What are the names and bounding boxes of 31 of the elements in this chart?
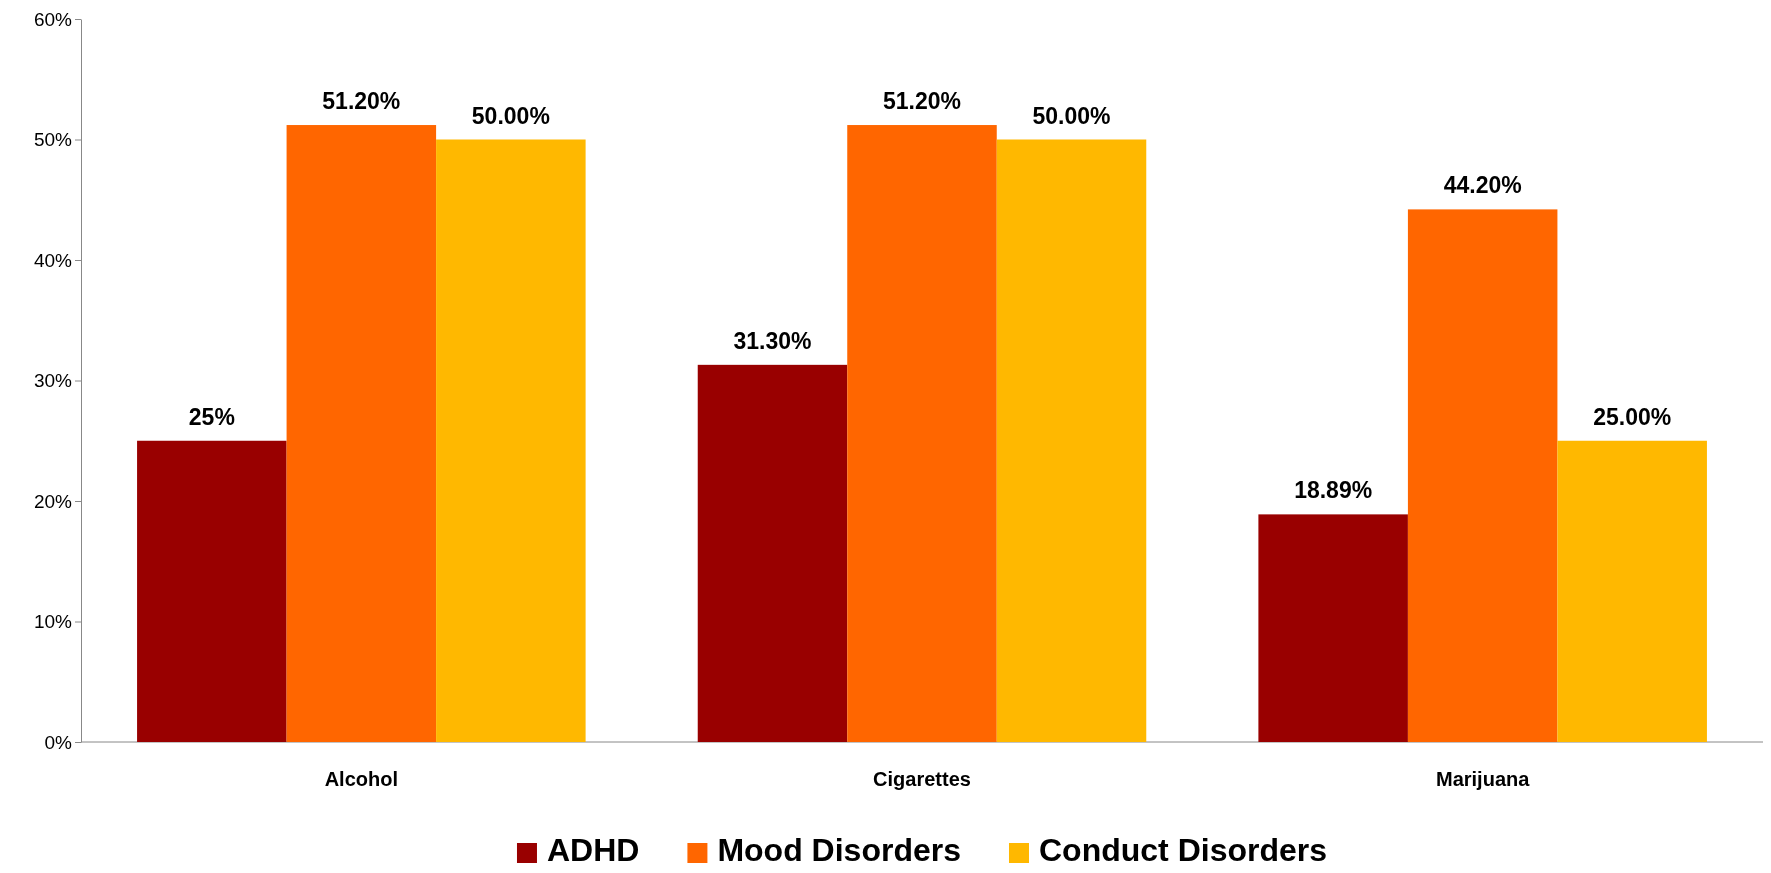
bar bbox=[697, 364, 848, 742]
x-tick-label: Cigarettes bbox=[873, 768, 971, 791]
data-label: 18.89% bbox=[1294, 477, 1373, 504]
y-tick-label: 30% bbox=[33, 370, 73, 392]
data-label: 50.00% bbox=[1032, 102, 1111, 129]
bar bbox=[847, 125, 997, 742]
y-tick-label: 10% bbox=[33, 611, 73, 633]
data-label: 44.20% bbox=[1443, 172, 1522, 199]
data-label: 50.00% bbox=[471, 102, 550, 129]
data-label: 51.20% bbox=[882, 88, 962, 115]
legend-label: ADHD bbox=[546, 832, 640, 868]
x-tick-label: Marijuana bbox=[1435, 768, 1531, 791]
bar bbox=[1258, 514, 1408, 742]
bar bbox=[137, 440, 287, 742]
y-tick-label: 60% bbox=[33, 8, 73, 30]
bar bbox=[286, 125, 437, 742]
data-label: 31.30% bbox=[733, 327, 812, 354]
bar bbox=[996, 139, 1147, 742]
data-label: 25% bbox=[188, 403, 235, 430]
bar bbox=[1407, 209, 1558, 742]
y-tick-label: 20% bbox=[33, 490, 73, 512]
y-tick-label: 50% bbox=[33, 129, 73, 151]
legend-label: Conduct Disorders bbox=[1038, 832, 1328, 868]
bar bbox=[1557, 440, 1707, 742]
x-tick-label: Alcohol bbox=[324, 768, 399, 791]
legend-label: Mood Disorders bbox=[717, 832, 961, 868]
y-tick-label: 0% bbox=[44, 731, 73, 753]
bar bbox=[436, 139, 586, 742]
data-label: 25.00% bbox=[1593, 403, 1672, 430]
data-label: 51.20% bbox=[322, 88, 401, 115]
y-tick-label: 40% bbox=[33, 249, 73, 271]
